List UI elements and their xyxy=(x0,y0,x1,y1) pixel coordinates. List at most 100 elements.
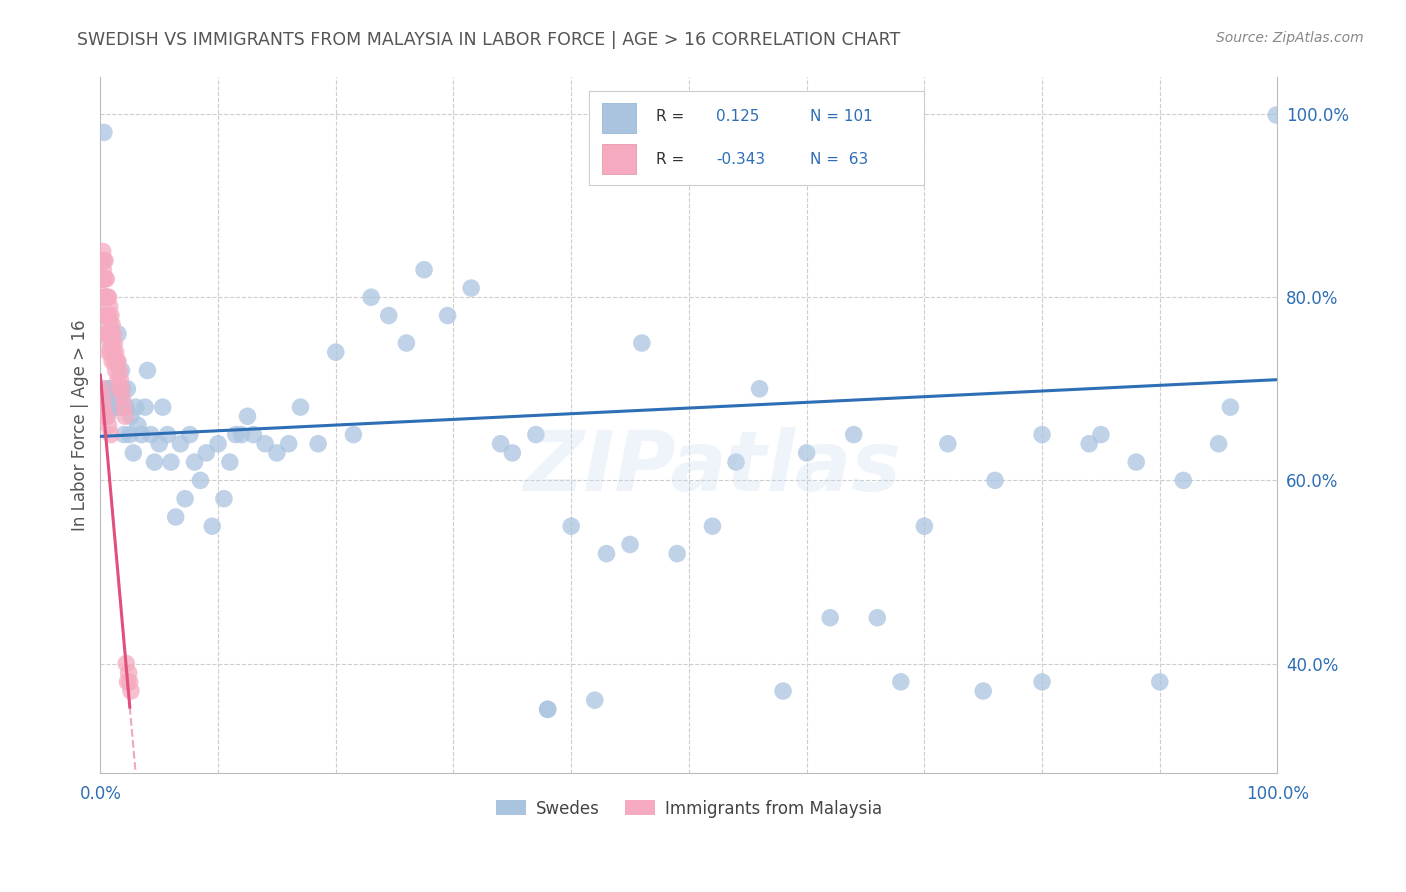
Point xyxy=(537,702,560,716)
Point xyxy=(112,400,135,414)
Point xyxy=(174,491,197,506)
Point xyxy=(1031,427,1053,442)
Point xyxy=(98,299,121,313)
Point xyxy=(360,290,382,304)
Point xyxy=(413,262,436,277)
Point xyxy=(108,382,131,396)
Point xyxy=(110,373,132,387)
Point xyxy=(96,309,118,323)
Point xyxy=(93,253,115,268)
Point xyxy=(103,354,125,368)
Point xyxy=(96,272,118,286)
Point xyxy=(501,446,523,460)
Point xyxy=(122,446,145,460)
Point xyxy=(190,474,212,488)
Point xyxy=(90,253,112,268)
Point xyxy=(972,684,994,698)
Point xyxy=(1208,436,1230,450)
Point xyxy=(1265,108,1288,122)
Point xyxy=(94,272,117,286)
Point xyxy=(93,400,115,414)
Point xyxy=(94,290,117,304)
Point xyxy=(134,400,156,414)
Point xyxy=(619,537,641,551)
Point xyxy=(100,400,122,414)
Point xyxy=(377,309,399,323)
Point xyxy=(96,290,118,304)
Point xyxy=(277,436,299,450)
Point xyxy=(105,400,128,414)
Point xyxy=(94,409,117,424)
Point xyxy=(436,309,458,323)
Point xyxy=(98,391,121,405)
Point xyxy=(984,474,1007,488)
Legend: Swedes, Immigrants from Malaysia: Swedes, Immigrants from Malaysia xyxy=(489,793,889,824)
Point xyxy=(207,436,229,450)
Point xyxy=(266,446,288,460)
Point xyxy=(103,326,125,341)
Point xyxy=(111,382,134,396)
Point xyxy=(630,336,652,351)
Point xyxy=(524,427,547,442)
Point xyxy=(212,491,235,506)
Point xyxy=(96,409,118,424)
Point xyxy=(124,400,146,414)
Point xyxy=(100,326,122,341)
Point xyxy=(117,665,139,680)
Point xyxy=(120,409,142,424)
Point xyxy=(103,345,125,359)
Point xyxy=(107,373,129,387)
Point xyxy=(236,409,259,424)
Point xyxy=(666,547,689,561)
Point xyxy=(254,436,277,450)
Point xyxy=(101,382,124,396)
Point xyxy=(120,684,142,698)
Point xyxy=(97,309,120,323)
Point xyxy=(1173,474,1195,488)
Point xyxy=(307,436,329,450)
Point xyxy=(96,400,118,414)
Text: Source: ZipAtlas.com: Source: ZipAtlas.com xyxy=(1216,31,1364,45)
Point xyxy=(225,427,247,442)
Point xyxy=(97,418,120,433)
Point xyxy=(595,547,617,561)
Point xyxy=(1219,400,1241,414)
Point xyxy=(101,400,124,414)
Point xyxy=(201,519,224,533)
Point xyxy=(165,510,187,524)
Point xyxy=(112,427,135,442)
Point xyxy=(96,391,118,405)
Point xyxy=(1125,455,1147,469)
Point xyxy=(91,391,114,405)
Point xyxy=(91,272,114,286)
Point xyxy=(796,446,818,460)
Point xyxy=(103,382,125,396)
Point xyxy=(218,455,240,469)
Point xyxy=(183,455,205,469)
Point xyxy=(104,363,127,377)
Point xyxy=(100,427,122,442)
Point xyxy=(93,125,115,139)
Point xyxy=(96,382,118,396)
Point xyxy=(1149,674,1171,689)
Point xyxy=(108,363,131,377)
Point xyxy=(94,391,117,405)
Point xyxy=(127,418,149,433)
Point xyxy=(1090,427,1112,442)
Point xyxy=(912,519,935,533)
Point xyxy=(107,326,129,341)
Point xyxy=(96,409,118,424)
Point xyxy=(108,400,131,414)
Point xyxy=(118,427,141,442)
Point xyxy=(97,400,120,414)
Point xyxy=(169,436,191,450)
Point xyxy=(866,611,889,625)
Point xyxy=(115,657,138,671)
Point xyxy=(143,455,166,469)
Point xyxy=(136,363,159,377)
Point xyxy=(231,427,253,442)
Point xyxy=(93,290,115,304)
Point xyxy=(90,382,112,396)
Point xyxy=(97,326,120,341)
Point xyxy=(156,427,179,442)
